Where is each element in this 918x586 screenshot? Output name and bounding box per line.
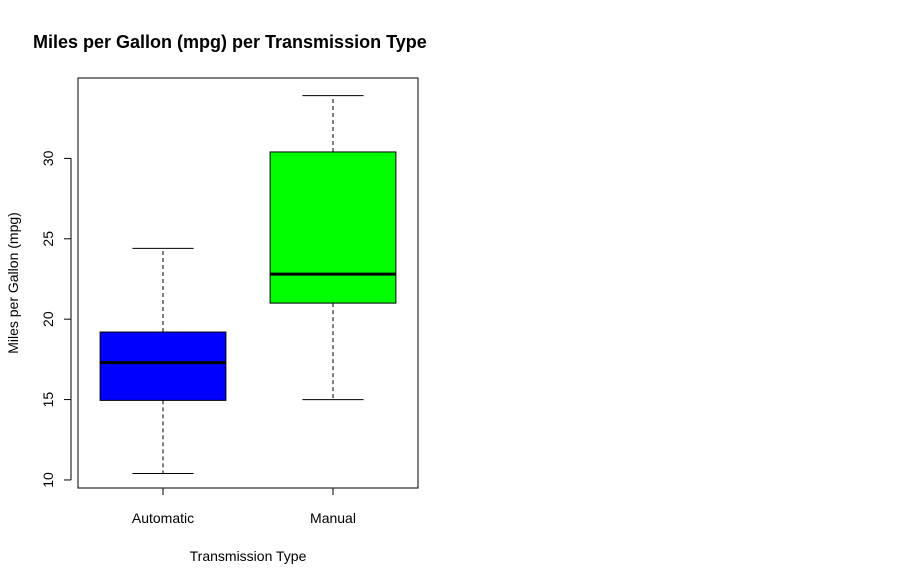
x-axis: Automatic Manual (132, 487, 356, 526)
y-axis-label: Miles per Gallon (mpg) (5, 212, 21, 354)
y-tick-label: 20 (40, 311, 56, 327)
box-manual (269, 151, 397, 304)
chart-title: Miles per Gallon (mpg) per Transmission … (33, 32, 427, 52)
y-tick-label: 10 (40, 472, 56, 488)
y-axis: 10 15 20 25 30 (40, 150, 72, 488)
x-axis-label: Transmission Type (190, 548, 307, 564)
x-tick-label: Manual (310, 510, 356, 526)
y-tick-label: 25 (40, 231, 56, 247)
x-tick-label: Automatic (132, 510, 194, 526)
box-automatic (99, 331, 227, 401)
y-tick-label: 15 (40, 392, 56, 408)
boxes-group (99, 95, 397, 475)
y-tick-label: 30 (40, 150, 56, 166)
